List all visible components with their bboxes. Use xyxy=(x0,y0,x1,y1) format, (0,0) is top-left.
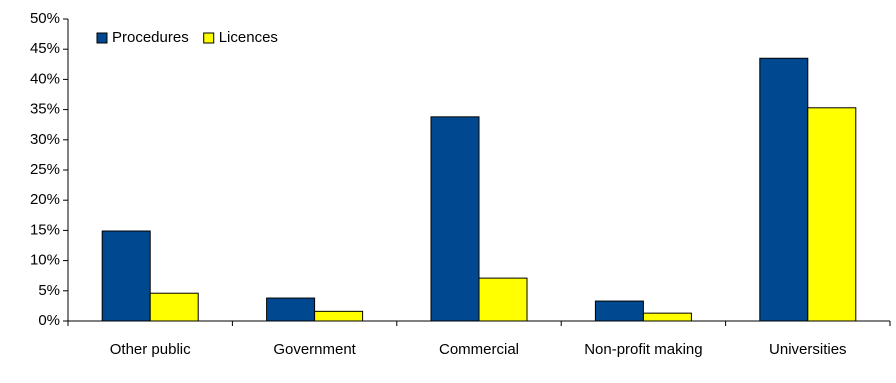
x-tick-label: Universities xyxy=(769,341,847,358)
bar xyxy=(642,312,692,322)
bar xyxy=(759,57,809,322)
legend-label: Licences xyxy=(219,29,278,46)
y-tick-label: 45% xyxy=(30,40,60,57)
y-tick-label: 25% xyxy=(30,161,60,178)
legend-label: Procedures xyxy=(112,29,189,46)
bar xyxy=(266,297,316,322)
y-tick-label: 5% xyxy=(38,282,60,299)
bar xyxy=(149,292,199,322)
bar xyxy=(430,116,480,322)
bar xyxy=(314,310,364,322)
bar xyxy=(478,277,528,322)
y-tick-label: 40% xyxy=(30,70,60,87)
y-tick-label: 50% xyxy=(30,10,60,27)
bar xyxy=(807,107,857,322)
x-tick-label: Government xyxy=(273,341,356,358)
x-tick-label: Commercial xyxy=(439,341,519,358)
x-tick-label: Other public xyxy=(110,341,191,358)
y-tick-label: 35% xyxy=(30,101,60,118)
legend-swatch xyxy=(96,32,108,44)
y-tick-label: 0% xyxy=(38,312,60,329)
y-tick-label: 30% xyxy=(30,131,60,148)
y-tick-label: 10% xyxy=(30,252,60,269)
legend-swatch xyxy=(203,32,215,44)
y-tick-label: 15% xyxy=(30,221,60,238)
bar xyxy=(101,230,151,322)
bar xyxy=(594,300,644,322)
y-tick-label: 20% xyxy=(30,191,60,208)
x-tick-label: Non-profit making xyxy=(584,341,702,358)
